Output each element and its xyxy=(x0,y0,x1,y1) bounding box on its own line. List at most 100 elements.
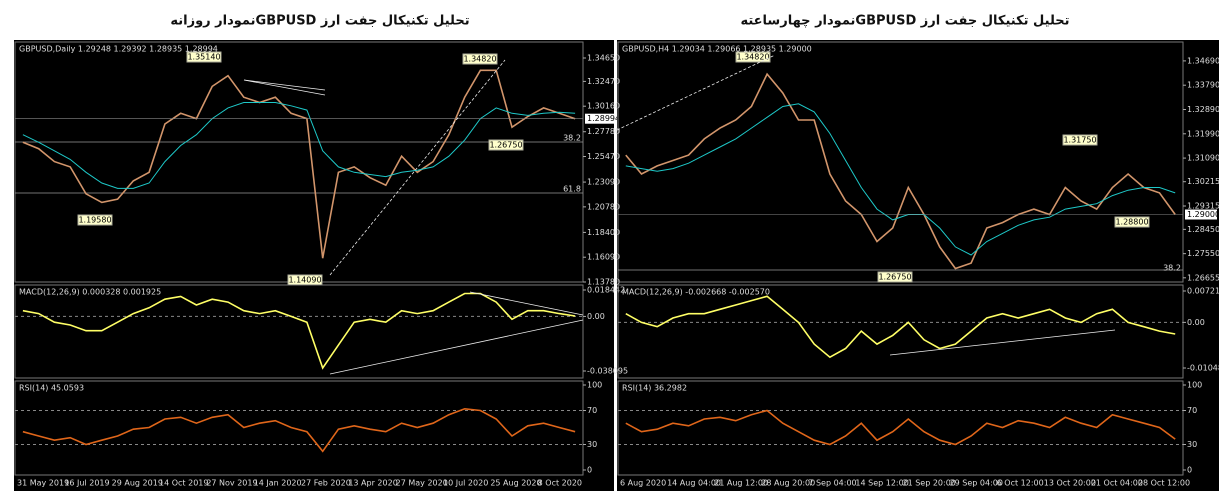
x-tick-label: 25 Aug 2020 xyxy=(490,479,541,488)
series-line xyxy=(625,295,1176,359)
y-tick-label: 1.18400 xyxy=(587,228,620,237)
y-tick-label: 1.33790 xyxy=(1187,81,1219,90)
y-tick-label: 70 xyxy=(1187,406,1197,415)
panel-frame xyxy=(617,284,1184,379)
current-price-box xyxy=(1185,209,1217,220)
panel-frame xyxy=(14,380,584,476)
current-price-label: 1.29000 xyxy=(1187,210,1219,219)
y-tick-label: 1.13780 xyxy=(587,278,620,287)
y-tick-label: 1.34690 xyxy=(1187,56,1219,65)
y-tick-label: 1.27550 xyxy=(1187,249,1219,258)
y-tick-label: 1.30160 xyxy=(587,102,620,111)
x-tick-label: 14 Oct 2019 xyxy=(159,479,208,488)
x-tick-label: 21 Sep 20:00 xyxy=(903,479,956,488)
y-tick-label: 1.32470 xyxy=(587,77,620,86)
y-tick-label: 1.34650 xyxy=(587,53,620,62)
y-tick-label: 1.32890 xyxy=(1187,105,1219,114)
trend-line xyxy=(243,79,326,91)
x-tick-label: 21 Aug 12:00 xyxy=(714,479,768,488)
y-tick-label: 0 xyxy=(587,465,592,474)
panel-header: RSI(14) 45.0593 xyxy=(19,384,84,393)
x-tick-label: 7 Sep 04:00 xyxy=(808,479,856,488)
x-tick-label: 10 Jul 2020 xyxy=(443,479,488,488)
panel-header: MACD(12,26,9) 0.000328 0.001925 xyxy=(19,288,161,297)
panel-header: GBPUSD,H4 1.29034 1.29066 1.28935 1.2900… xyxy=(622,45,812,54)
y-tick-label: 1.29315 xyxy=(1187,202,1219,211)
y-tick-label: 100 xyxy=(587,380,602,389)
y-tick-label: 0.00 xyxy=(1187,318,1205,327)
y-tick-label: 0.018442 xyxy=(587,285,625,294)
x-tick-label: 13 Oct 20:00 xyxy=(1044,479,1096,488)
y-tick-label: 0.007213 xyxy=(1187,286,1219,295)
x-tick-label: 14 Aug 04:00 xyxy=(667,479,721,488)
y-tick-label: 1.28450 xyxy=(1187,225,1219,234)
series-line xyxy=(22,102,576,189)
series-line xyxy=(22,69,576,259)
x-tick-label: 13 Apr 2020 xyxy=(348,479,397,488)
current-price-box xyxy=(585,113,617,124)
x-tick-label: 31 May 2019 xyxy=(17,479,69,488)
y-tick-label: 1.16090 xyxy=(587,253,620,262)
right-window xyxy=(617,40,1219,491)
x-tick-label: 27 Feb 2020 xyxy=(301,479,351,488)
annotation-label: 1.19580 xyxy=(78,216,111,225)
annotation-label: 1.35140 xyxy=(187,53,220,62)
y-tick-label: 0.00 xyxy=(587,312,605,321)
annotation-label: 1.34820 xyxy=(463,55,496,64)
x-tick-label: 27 Nov 2019 xyxy=(206,479,257,488)
trend-line xyxy=(616,54,776,131)
trend-line xyxy=(243,79,326,96)
y-tick-label: 1.31090 xyxy=(1187,154,1219,163)
y-tick-label: 1.26655 xyxy=(1187,273,1219,282)
y-tick-label: 0 xyxy=(1187,465,1192,474)
y-tick-label: -0.01048 xyxy=(1187,363,1219,372)
annotation-label: 1.31750 xyxy=(1063,136,1096,145)
panel-frame xyxy=(14,284,584,379)
annotation-box xyxy=(1114,216,1150,228)
x-tick-label: 14 Jan 2020 xyxy=(254,479,302,488)
left-window xyxy=(14,40,614,491)
x-tick-label: 29 Aug 2019 xyxy=(112,479,163,488)
y-tick-label: 1.27780 xyxy=(587,127,620,136)
panel-frame xyxy=(617,380,1184,476)
y-tick-label: 1.20780 xyxy=(587,202,620,211)
y-tick-label: 1.23090 xyxy=(587,178,620,187)
fib-label: 61.8 xyxy=(563,185,581,194)
y-tick-label: 100 xyxy=(1187,380,1202,389)
trend-line xyxy=(329,59,506,276)
annotation-box xyxy=(77,214,113,226)
chart-title: تحلیل تکنیکال جفت ارز GBPUSDنمودار چهارس… xyxy=(740,14,1069,29)
x-tick-label: 29 Sep 04:00 xyxy=(950,479,1003,488)
annotation-label: 1.28800 xyxy=(1115,218,1148,227)
trend-line xyxy=(469,291,584,316)
trend-line xyxy=(889,329,1116,356)
x-tick-label: 6 Aug 2020 xyxy=(620,479,666,488)
panel-header: GBPUSD,Daily 1.29248 1.29392 1.28935 1.2… xyxy=(19,45,218,54)
y-tick-label: 1.30215 xyxy=(1187,177,1219,186)
x-tick-label: 28 Aug 20:00 xyxy=(761,479,815,488)
trend-line xyxy=(329,319,584,375)
annotation-label: 1.14090 xyxy=(288,276,321,285)
y-tick-label: 1.31990 xyxy=(1187,129,1219,138)
annotation-label: 1.26750 xyxy=(489,141,522,150)
series-line xyxy=(625,409,1176,446)
x-tick-label: 21 Oct 04:00 xyxy=(1091,479,1143,488)
y-tick-label: -0.038095 xyxy=(587,367,628,376)
fib-label: 38.2 xyxy=(563,134,581,143)
annotation-box xyxy=(735,51,771,63)
series-line xyxy=(625,72,1176,270)
chart-title: تحلیل تکنیکال جفت ارز GBPUSDنمودار روزان… xyxy=(170,14,469,29)
x-tick-label: 6 Oct 12:00 xyxy=(997,479,1044,488)
panel-header: MACD(12,26,9) -0.002668 -0.002570 xyxy=(622,288,770,297)
annotation-box xyxy=(488,139,524,151)
annotation-label: 1.34820 xyxy=(736,53,769,62)
annotation-box xyxy=(186,51,222,63)
x-tick-label: 27 May 2020 xyxy=(396,479,448,488)
annotation-label: 1.26750 xyxy=(878,273,911,282)
fib-label: 38.2 xyxy=(1163,264,1181,273)
y-tick-label: 30 xyxy=(1187,440,1197,449)
annotation-box xyxy=(877,271,913,283)
x-tick-label: 14 Sep 12:00 xyxy=(855,479,908,488)
y-tick-label: 1.25470 xyxy=(587,152,620,161)
